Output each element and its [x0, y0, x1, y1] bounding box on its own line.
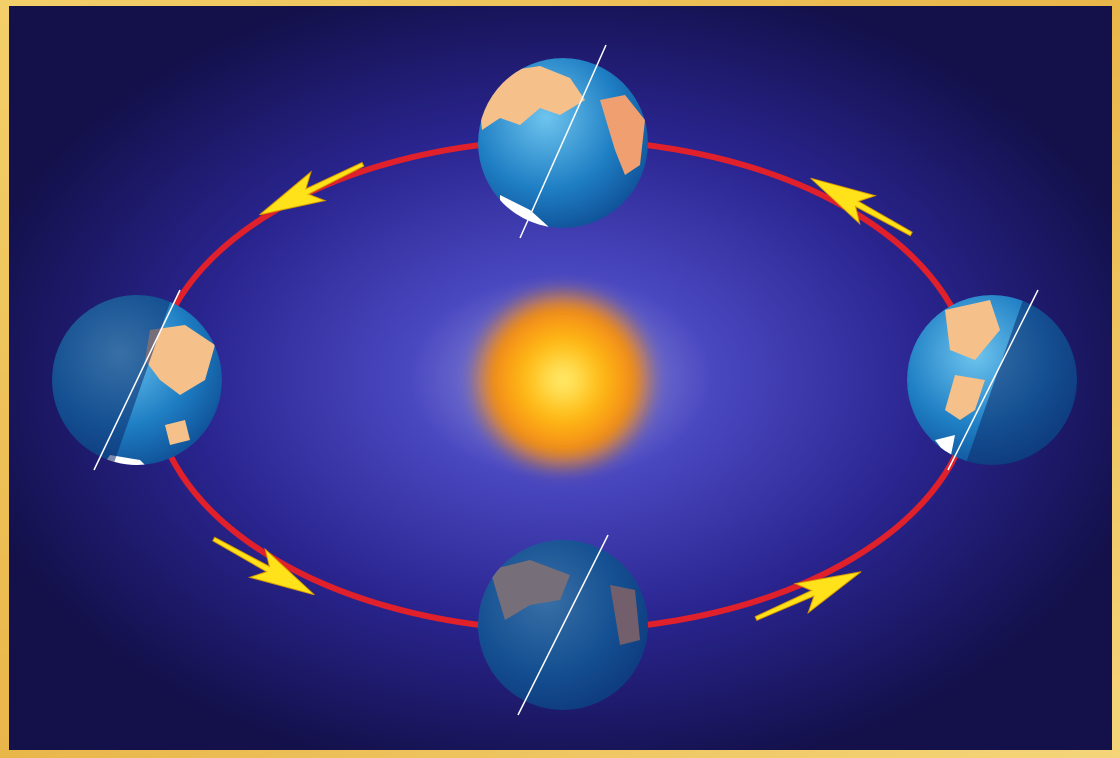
axis [519, 44, 607, 239]
axis [517, 534, 609, 716]
arrows [212, 161, 913, 621]
arrow [754, 571, 862, 621]
earth-left [52, 295, 222, 465]
sun [468, 285, 658, 475]
arrow [259, 161, 365, 216]
arrow [212, 536, 315, 596]
arrow [810, 177, 913, 237]
axis [93, 289, 181, 471]
axis [947, 289, 1039, 471]
